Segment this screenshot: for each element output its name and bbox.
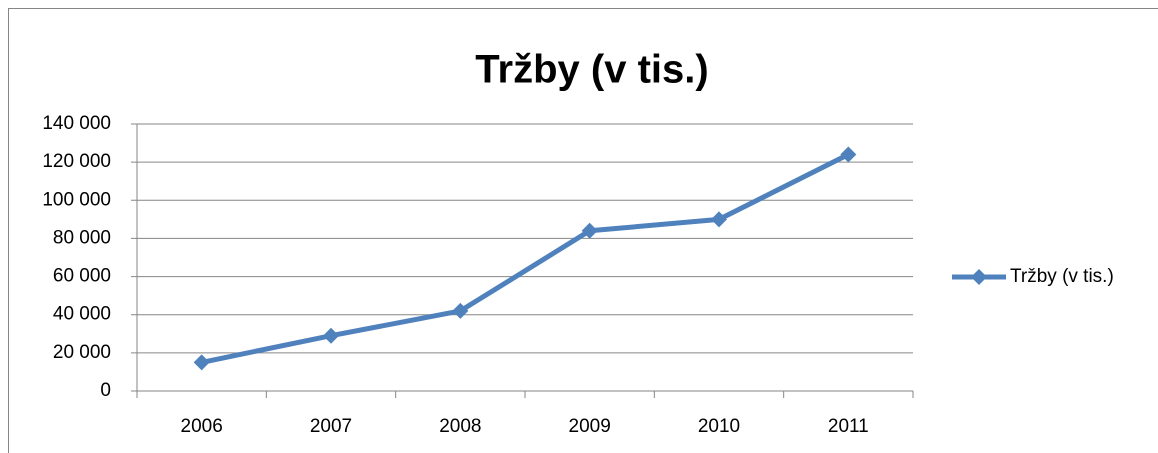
y-tick-label: 80 000 (53, 227, 111, 248)
x-tick-label: 2010 (698, 416, 740, 437)
legend-label: Tržby (v tis.) (1010, 266, 1114, 287)
chart-title: Tržby (v tis.) (475, 48, 708, 92)
x-tick-label: 2007 (310, 416, 352, 437)
data-point (452, 302, 469, 319)
data-point (581, 222, 598, 239)
legend-marker (971, 269, 987, 285)
y-tick-label: 140 000 (42, 113, 111, 134)
y-tick-label: 100 000 (42, 189, 111, 210)
x-tick-label: 2006 (181, 416, 223, 437)
x-tick-label: 2011 (828, 416, 869, 437)
y-tick-label: 60 000 (53, 266, 111, 287)
data-point (323, 327, 339, 344)
data-point (711, 211, 727, 228)
data-point (193, 354, 210, 371)
x-tick-label: 2009 (569, 416, 611, 437)
data-point (840, 146, 857, 163)
y-tick-label: 0 (100, 380, 111, 401)
y-tick-label: 120 000 (42, 151, 111, 172)
x-tick-label: 2008 (439, 416, 481, 437)
y-tick-label: 20 000 (53, 342, 111, 363)
y-tick-label: 40 000 (53, 304, 111, 325)
series-line (201, 152, 850, 365)
